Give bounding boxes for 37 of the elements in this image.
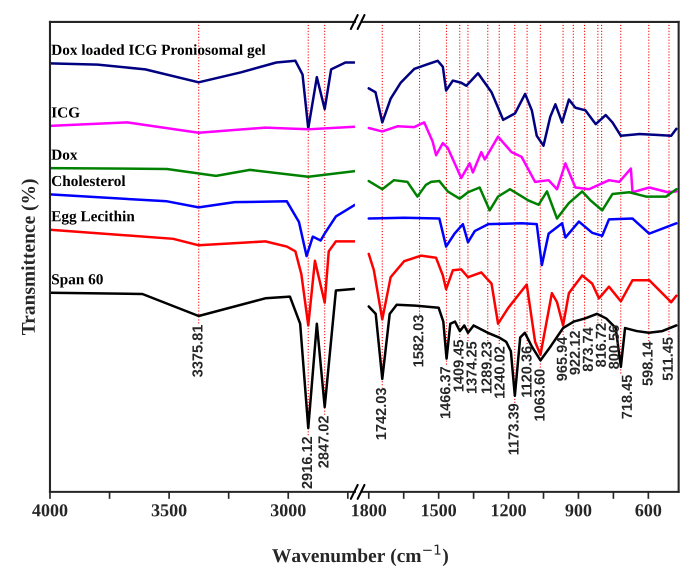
ref-line-label: 2847.02 [318, 416, 329, 468]
ref-line-label: 1466.37 [440, 366, 450, 418]
ref-line-label: 922.12 [570, 331, 580, 375]
y-axis-title: Transmittence (%) [21, 179, 39, 336]
x-tick-label: 1500 [422, 504, 456, 516]
x-tick-label: 900 [565, 504, 592, 516]
ref-line-label: 1240.02 [494, 346, 505, 398]
ref-line-label: 511.45 [662, 337, 673, 380]
ref-line-label: 800.56 [608, 325, 619, 369]
x-axis-title: Wavenumber (cm$^{−1}$) [272, 544, 448, 566]
ref-line-label: 1582.03 [413, 315, 424, 366]
ref-line-label: 1409.45 [453, 340, 464, 392]
series-label: Cholesterol [52, 175, 126, 186]
ref-line-label: 873.74 [582, 327, 594, 372]
ref-line-label: 965.94 [556, 336, 567, 381]
ref-line-label: 1289.23 [481, 342, 492, 394]
x-tick-label: 3500 [152, 504, 186, 516]
series-label: Dox [51, 150, 78, 160]
ref-line-label: 718.45 [622, 375, 632, 419]
x-tick-label: 1800 [352, 504, 386, 516]
ref-line-label: 3375.81 [192, 324, 203, 377]
series-label: Dox loaded ICG Proniosomal gel [51, 44, 266, 58]
ref-line-label: 1742.03 [376, 388, 386, 440]
ref-line-label: 816.72 [596, 323, 606, 367]
x-tick-label: 600 [635, 504, 662, 516]
ref-line-label: 1063.60 [534, 369, 545, 421]
series-label: ICG [52, 107, 80, 118]
ref-line-label: 1374.25 [466, 342, 477, 394]
x-tick-label: 4000 [32, 504, 68, 516]
x-tick-label: 3000 [270, 504, 306, 516]
ref-line-label: 2916.12 [302, 436, 312, 489]
ref-line-label: 1120.36 [521, 346, 532, 397]
series-label: Span 60 [52, 274, 103, 288]
x-tick-label: 1200 [492, 504, 526, 516]
ref-line-label: 1173.39 [508, 404, 519, 454]
ref-line-label: 598.14 [642, 341, 653, 386]
series-label: Egg Lecithin [51, 210, 135, 225]
